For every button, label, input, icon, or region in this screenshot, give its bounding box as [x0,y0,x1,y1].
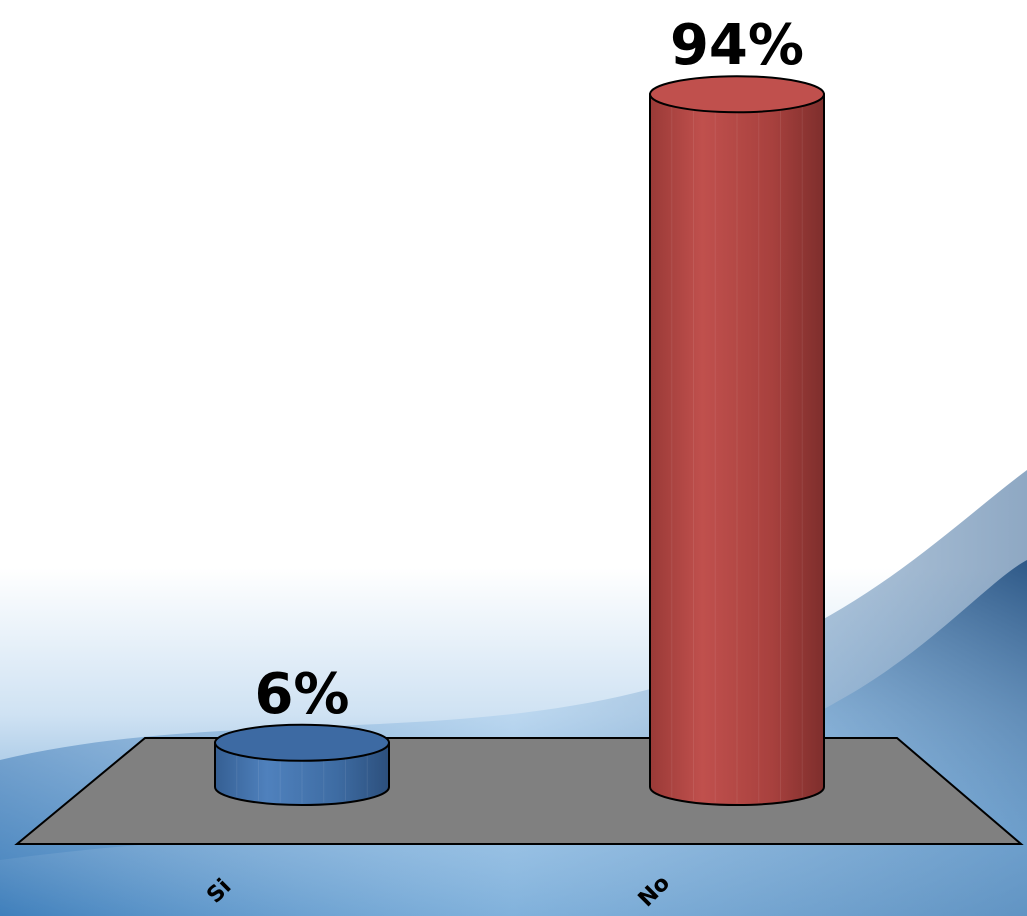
data-label-no: 94% [670,13,804,78]
bar-top-si [214,723,390,762]
bar-body-no [649,93,825,806]
bar-no [649,75,825,806]
bar-top-no [649,75,825,114]
chart-floor [14,737,1024,845]
bars-layer [214,75,825,806]
bar-si [214,723,390,806]
data-label-si: 6% [254,662,349,727]
